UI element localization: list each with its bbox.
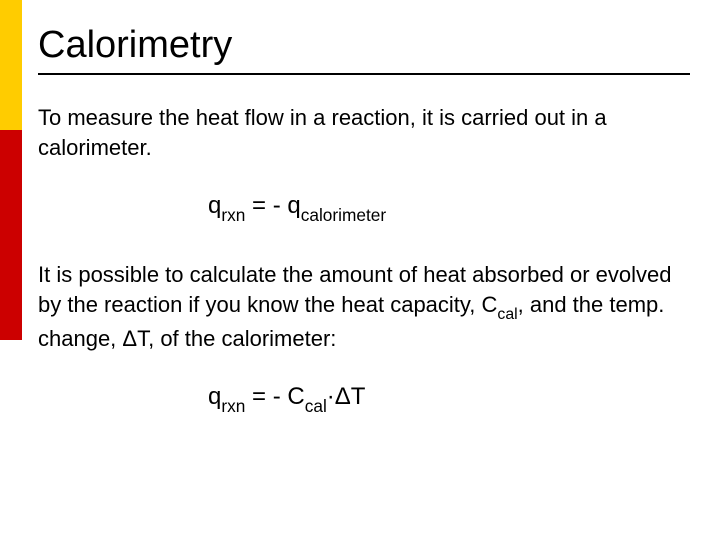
eq1-q1-base: q bbox=[208, 192, 221, 219]
accent-bar bbox=[0, 0, 22, 540]
eq1-q2-base: q bbox=[287, 192, 300, 219]
eq2-tail: ·ΔT bbox=[327, 383, 366, 410]
accent-yellow bbox=[0, 0, 22, 130]
paragraph-2: It is possible to calculate the amount o… bbox=[38, 260, 690, 353]
eq2-mid: = - C bbox=[245, 383, 304, 410]
paragraph-1: To measure the heat flow in a reaction, … bbox=[38, 103, 690, 162]
eq1-q2-sub: calorimeter bbox=[301, 205, 386, 225]
eq2-c-sub: cal bbox=[305, 396, 327, 416]
equation-2: qrxn = - Ccal·ΔT bbox=[38, 383, 690, 415]
accent-red bbox=[0, 130, 22, 340]
p2-sub1: cal bbox=[497, 306, 517, 323]
eq2-q-base: q bbox=[208, 383, 221, 410]
eq1-q1-sub: rxn bbox=[221, 205, 245, 225]
equation-1: qrxn = - qcalorimeter bbox=[38, 192, 690, 224]
eq1-eq: = - bbox=[245, 192, 287, 219]
slide-content: Calorimetry To measure the heat flow in … bbox=[38, 24, 690, 451]
slide-title: Calorimetry bbox=[38, 24, 690, 75]
eq2-q-sub: rxn bbox=[221, 396, 245, 416]
